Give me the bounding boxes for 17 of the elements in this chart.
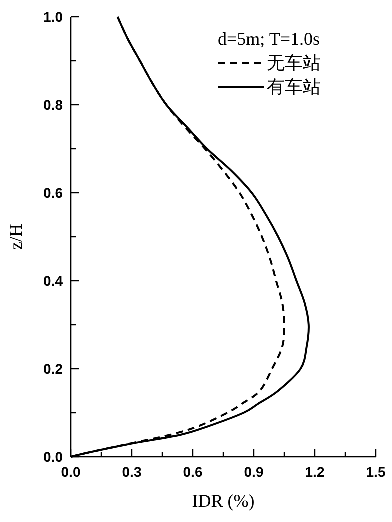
x-tick-label: 0.6: [183, 464, 203, 480]
y-tick-label: 0.2: [44, 361, 64, 377]
y-tick-label: 0.6: [44, 185, 64, 201]
x-tick-label: 0.9: [244, 464, 264, 480]
y-tick-label: 1.0: [44, 9, 64, 25]
x-tick-label: 1.5: [366, 464, 386, 480]
x-tick-label: 0.0: [61, 464, 81, 480]
xlabel: IDR (%): [192, 491, 255, 511]
y-tick-label: 0.4: [44, 273, 64, 289]
x-tick-label: 1.2: [305, 464, 325, 480]
y-tick-label: 0.8: [44, 97, 64, 113]
legend-label: 有车站: [267, 77, 321, 98]
ylabel: z/H: [6, 224, 26, 250]
y-tick-label: 0.0: [44, 449, 64, 465]
x-tick-label: 0.3: [122, 464, 142, 480]
legend-title: d=5m; T=1.0s: [218, 29, 320, 49]
legend-label: 无车站: [267, 53, 321, 74]
